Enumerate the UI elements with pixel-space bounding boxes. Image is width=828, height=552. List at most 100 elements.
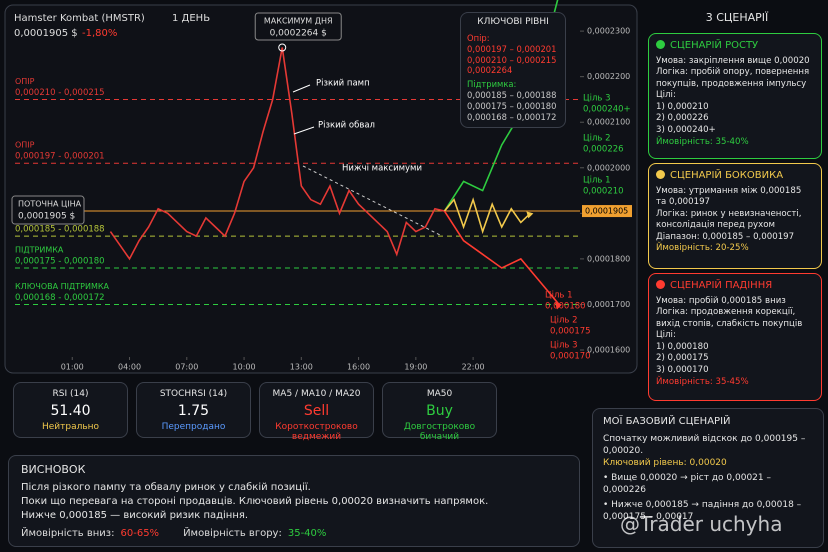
target-price: 0,000210 — [583, 187, 624, 197]
indicator-value: 1.75 — [177, 403, 210, 419]
scenario-line: 3) 0,000170 — [656, 365, 709, 376]
scenario-line: Цілі: — [656, 330, 676, 341]
probability: Ймовірність вгору: — [183, 528, 282, 540]
indicator-value: 51.40 — [50, 403, 91, 419]
base-intro: Спочатку можливий відскок до 0,000195 – … — [603, 433, 806, 456]
base-scenario: МОЇ БАЗОВИЙ СЦЕНАРІЙ Спочатку можливий ві… — [592, 408, 824, 548]
key-res: 0,000197 – 0,000201 — [467, 43, 557, 54]
base-title: МОЇ БАЗОВИЙ СЦЕНАРІЙ — [603, 416, 731, 427]
price-line — [109, 47, 445, 261]
indicator-status: Нейтрально — [41, 422, 100, 432]
arrow — [292, 84, 311, 93]
key-levels-title: КЛЮЧОВІ РІВНІ — [477, 17, 549, 27]
indicator-value: Buy — [426, 403, 453, 419]
conclusion-line: Поки що перевага на стороні продавців. К… — [21, 496, 489, 508]
probability: 60-65% — [120, 528, 160, 540]
target-label: Ціль 2 — [583, 134, 611, 144]
indicator: MA5 / MA10 / MA20 Sell Короткостроково вед… — [259, 382, 374, 442]
scenario-line: Діапазон: 0,000185 – 0,000197 — [656, 231, 795, 242]
current-title: ПОТОЧНА ЦІНА — [18, 200, 82, 209]
arrow-head — [555, 302, 563, 310]
scenario-line: Умова: утримання між 0,000185 та 0,00019… — [656, 185, 802, 208]
key-sup: 0,000185 – 0,000188 — [467, 90, 557, 101]
x-tick-label: 19:00 — [404, 363, 427, 372]
key-res-title: Опір: — [467, 32, 490, 43]
x-tick-label: 04:00 — [118, 363, 141, 372]
scenario-line: 1) 0,000180 — [656, 341, 709, 352]
target-label: Ціль 1 — [545, 291, 573, 301]
x-tick-label: 07:00 — [175, 363, 198, 372]
target-price: 0,000180 — [545, 302, 586, 312]
scenario-line: Логіка: продовження корекції, вихід стоп… — [656, 307, 803, 329]
max-label: 0,0002264 $ — [270, 29, 327, 39]
scenario-line: Логіка: пробій опору, повернення покупці… — [656, 67, 810, 89]
indicator-value: Sell — [303, 403, 330, 419]
conclusion-line: Нижче 0,000185 — високий ризик падіння. — [21, 510, 249, 522]
probabilities: Ймовірність вниз: 60-65% Ймовірність вгору… — [21, 527, 567, 541]
indicator-name: RSI (14) — [52, 389, 89, 399]
key-sup: 0,000175 – 0,000180 — [467, 101, 557, 112]
key-res: 0,0002264 — [467, 65, 513, 76]
max-title: МАКСИМУМ ДНЯ — [264, 17, 333, 26]
target-price: 0,000170 — [550, 352, 591, 362]
max-point — [278, 43, 287, 52]
current-tag: 0,0001905 — [585, 207, 628, 216]
y-tick-label: 0,0002100 — [587, 118, 630, 127]
scenario-dot — [656, 170, 665, 179]
level-title: ОПІР — [15, 77, 35, 86]
scenario-line: 3) 0,000240+ — [656, 125, 716, 136]
chart-title: Hamster Kombat (HMSTR) — [14, 13, 145, 24]
target-price: 0,000226 — [583, 145, 624, 155]
x-tick-label: 10:00 — [233, 363, 256, 372]
x-tick-label: 13:00 — [290, 363, 313, 372]
change: -1,80% — [82, 28, 117, 39]
scenario-line: 2) 0,000175 — [656, 353, 709, 364]
scenario-title-text: СЦЕНАРІЙ БОКОВИКА — [670, 170, 784, 181]
scenarios-title: 3 СЦЕНАРІЇ — [705, 11, 769, 24]
level-title: ПІДТРИМКА — [15, 246, 64, 255]
scenario-probability: Ймовірність: 35-40% — [656, 136, 749, 147]
scenario-probability: Ймовірність: 20-25% — [656, 243, 749, 254]
indicator: MA50 Buy Довгостроково бичачий — [382, 382, 497, 442]
y-tick-label: 0,0001600 — [587, 346, 630, 355]
level-range: 0,000175 - 0,000180 — [15, 257, 105, 267]
level-range: 0,000185 - 0,000188 — [15, 225, 105, 235]
annotation: Різкий обвал — [318, 121, 375, 131]
level-range: 0,000197 - 0,000201 — [15, 152, 105, 162]
x-tick-label: 22:00 — [462, 363, 485, 372]
max-box — [254, 12, 342, 41]
scenario-line: Умова: закріплення вище 0,00020 — [656, 55, 810, 66]
price-line — [443, 197, 531, 235]
conclusion-line: Після різкого пампу та обвалу ринок у сл… — [21, 482, 311, 494]
target-label: Ціль 3 — [550, 341, 578, 351]
y-tick-label: 0,0002000 — [587, 163, 630, 172]
trend — [302, 165, 441, 236]
indicator: RSI (14) 51.40 Нейтрально — [13, 382, 128, 438]
level-title: ОПІР — [15, 141, 35, 150]
scenario-line: Логіка: ринок у невизначеності, консолід… — [656, 208, 802, 231]
indicator-name: MA50 — [426, 389, 453, 399]
target-label: Ціль 3 — [583, 94, 611, 104]
indicator-status: Довгостроково бичачий — [403, 422, 476, 442]
scenario-line: 2) 0,000226 — [656, 113, 709, 124]
scenario-line: Цілі: — [656, 90, 676, 101]
base-bullet: • Вище 0,00020 → ріст до 0,00021 – 0,000… — [603, 472, 771, 496]
scenario-title: СЦЕНАРІЙ ПАДІННЯ — [656, 279, 814, 293]
target-price: 0,000240+ — [583, 105, 631, 115]
scenario-line: Умова: пробій 0,000185 вниз — [656, 295, 786, 306]
scenario-card: СЦЕНАРІЙ БОКОВИКА Умова: утримання між 0,… — [648, 163, 822, 269]
scenario-dot — [656, 40, 665, 49]
key-res: 0,000210 – 0,000215 — [467, 54, 557, 65]
timeframe: 1 ДЕНЬ — [172, 13, 210, 24]
watermark: @Trader uchyha — [620, 512, 783, 536]
target-label: Ціль 2 — [550, 316, 578, 326]
y-tick-label: 0,0001800 — [587, 254, 630, 263]
x-tick-label: 01:00 — [61, 363, 84, 372]
y-tick-label: 0,0001700 — [587, 300, 630, 309]
arrow — [293, 126, 315, 135]
level-range: 0,000210 - 0,000215 — [15, 88, 105, 98]
annotation: Різкий памп — [316, 79, 370, 89]
key-sup-title: Підтримка: — [467, 79, 517, 90]
target-price: 0,000175 — [550, 327, 591, 337]
